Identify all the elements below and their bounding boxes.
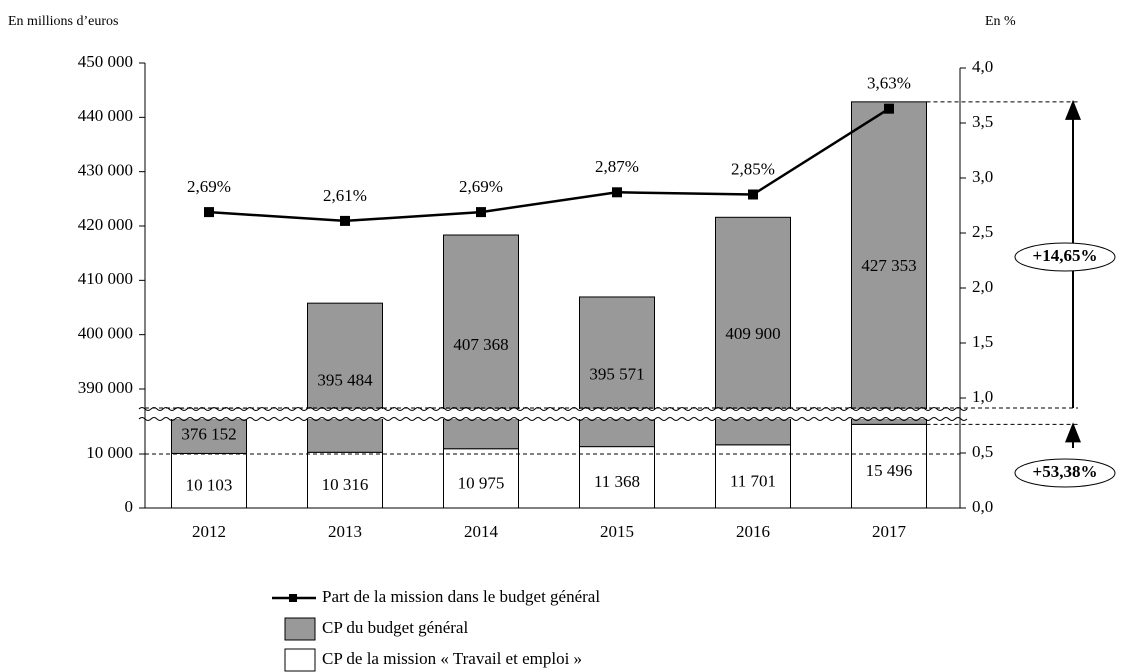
y2-tick-label: 3,0 bbox=[972, 167, 993, 186]
bar-value-label: 11 368 bbox=[594, 472, 640, 491]
annotation: +14,65% bbox=[1033, 246, 1098, 265]
legend-swatch bbox=[284, 617, 316, 641]
line-marker bbox=[204, 207, 214, 218]
line-value-label: 2,69% bbox=[459, 177, 503, 196]
annotation: +53,38% bbox=[1033, 462, 1098, 481]
line-marker bbox=[476, 207, 486, 218]
x-tick-label: 2015 bbox=[600, 522, 634, 541]
bar-value-label: 376 152 bbox=[181, 424, 236, 443]
axis-break-line bbox=[138, 417, 968, 421]
line-marker bbox=[884, 103, 894, 114]
annotation-ellipse bbox=[1014, 458, 1116, 488]
bar-value-label: 10 316 bbox=[322, 475, 369, 494]
x-tick-label: 2013 bbox=[328, 522, 362, 541]
bar-value-label: 395 571 bbox=[589, 365, 644, 384]
bar bbox=[851, 101, 927, 425]
y-tick-label: 390 000 bbox=[78, 378, 133, 397]
y2-tick-label: 0,5 bbox=[972, 442, 993, 461]
y2-tick-label: 2,0 bbox=[972, 277, 993, 296]
bar-value-label: 15 496 bbox=[866, 461, 913, 480]
legend-label: CP du budget général bbox=[322, 618, 468, 637]
legend-marker bbox=[289, 594, 297, 602]
bar bbox=[307, 302, 383, 453]
bar bbox=[715, 216, 791, 446]
y-tick-label: 10 000 bbox=[86, 443, 133, 462]
y-tick-label: 400 000 bbox=[78, 324, 133, 343]
bar-value-label: 395 484 bbox=[317, 371, 373, 390]
y-axis-label: En millions d’euros bbox=[8, 14, 118, 29]
y-tick-label: 430 000 bbox=[78, 161, 133, 180]
y2-tick-label: 1,5 bbox=[972, 332, 993, 351]
line-value-label: 2,85% bbox=[731, 159, 775, 178]
x-tick-label: 2016 bbox=[736, 522, 770, 541]
bar-value-label: 409 900 bbox=[725, 324, 780, 343]
bar-value-label: 407 368 bbox=[453, 335, 508, 354]
line-marker bbox=[340, 215, 350, 226]
line-value-label: 2,69% bbox=[187, 177, 231, 196]
line-marker bbox=[748, 189, 758, 200]
bar-value-label: 11 701 bbox=[730, 471, 776, 490]
x-tick-label: 2012 bbox=[192, 522, 226, 541]
y2-tick-label: 2,5 bbox=[972, 222, 993, 241]
y2-tick-label: 1,0 bbox=[972, 387, 993, 406]
bar-value-label: 10 975 bbox=[458, 473, 505, 492]
line-value-label: 2,87% bbox=[595, 157, 639, 176]
line-value-label: 2,61% bbox=[323, 186, 367, 205]
y-tick-label: 440 000 bbox=[78, 106, 133, 125]
bar bbox=[171, 452, 247, 509]
bar bbox=[579, 296, 655, 448]
x-tick-label: 2017 bbox=[872, 522, 907, 541]
line-value-label: 3,63% bbox=[867, 74, 911, 93]
line bbox=[208, 107, 890, 223]
y2-tick-label: 3,5 bbox=[972, 112, 993, 131]
bar-value-label: 10 103 bbox=[186, 476, 233, 495]
y2-tick-label: 0,0 bbox=[972, 497, 993, 516]
y-tick-label: 0 bbox=[125, 497, 134, 516]
legend-label: CP de la mission « Travail et emploi » bbox=[322, 649, 582, 668]
x-tick-label: 2014 bbox=[464, 522, 499, 541]
y-tick-label: 410 000 bbox=[78, 269, 133, 288]
y-tick-label: 450 000 bbox=[78, 52, 133, 71]
y-tick-label: 420 000 bbox=[78, 215, 133, 234]
line-marker bbox=[612, 187, 622, 198]
legend-label: Part de la mission dans le budget généra… bbox=[322, 587, 600, 606]
annotation-ellipse bbox=[1014, 242, 1116, 272]
axis-break-line bbox=[138, 407, 968, 411]
legend-swatch bbox=[284, 648, 316, 672]
axis-break-band bbox=[139, 409, 966, 419]
bar bbox=[851, 423, 927, 509]
y2-tick-label: 4,0 bbox=[972, 57, 993, 76]
y2-axis-label: En % bbox=[985, 14, 1016, 29]
bar-value-label: 427 353 bbox=[861, 256, 916, 275]
